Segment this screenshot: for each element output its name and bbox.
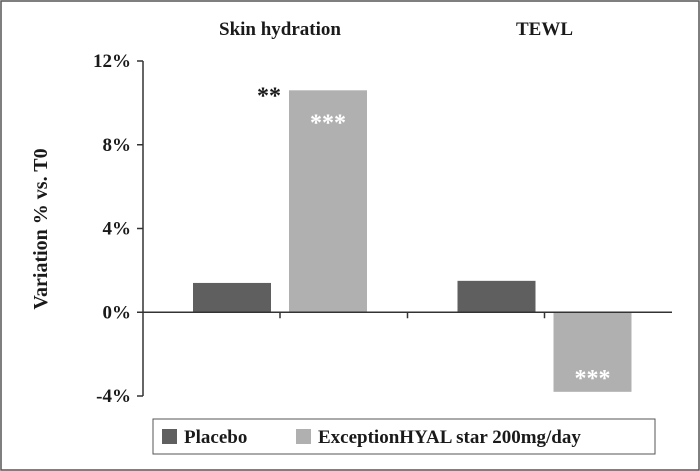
y-tick-label: 0% <box>103 302 132 323</box>
bar-exceptionhyal-tewl <box>553 312 632 392</box>
legend: Placebo ExceptionHYAL star 200mg/day <box>152 418 656 455</box>
y-axis-ticks: -4% 0% 4% 8% 12% <box>93 51 143 407</box>
significance-marker: *** <box>575 366 611 392</box>
y-tick-label: 8% <box>103 135 132 156</box>
y-tick-label: -4% <box>96 386 131 407</box>
legend-swatch-placebo <box>162 429 177 444</box>
y-axis-label: Variation % vs. T0 <box>30 148 52 309</box>
category-label: Skin hydration <box>219 19 341 40</box>
significance-marker: *** <box>310 110 346 136</box>
category-label: TEWL <box>516 19 573 40</box>
legend-label-exceptionhyal: ExceptionHYAL star 200mg/day <box>318 427 581 448</box>
bar-placebo-skin-hydration <box>193 282 271 313</box>
y-tick-label: 4% <box>103 219 132 240</box>
legend-box <box>152 418 656 455</box>
x-axis-ticks <box>279 312 546 319</box>
y-tick-label: 12% <box>93 51 131 72</box>
category-labels: Skin hydration TEWL <box>219 19 573 40</box>
bar-placebo-tewl <box>457 280 536 313</box>
significance-annotations: ******** <box>257 83 611 392</box>
bars <box>193 90 632 392</box>
bar-exceptionhyal-skin-hydration <box>289 90 367 313</box>
legend-label-placebo: Placebo <box>184 427 247 448</box>
significance-marker: ** <box>257 83 281 109</box>
legend-swatch-exceptionhyal <box>296 429 311 444</box>
